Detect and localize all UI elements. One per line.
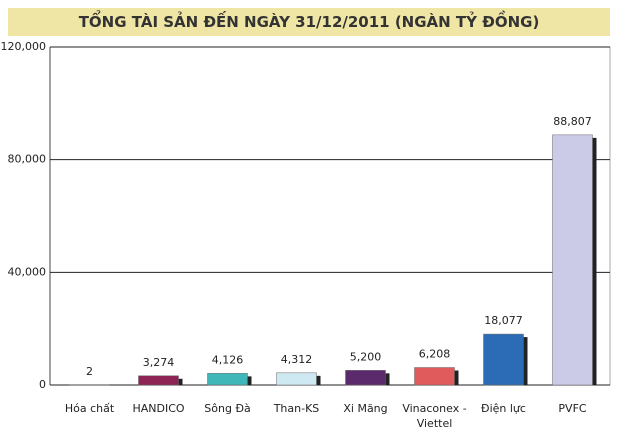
value-label: 4,312 (281, 353, 313, 366)
value-label: 2 (86, 365, 93, 378)
x-tick-label: PVFC (558, 402, 587, 415)
value-label: 4,126 (212, 353, 244, 366)
bar (276, 372, 317, 386)
value-label: 3,274 (143, 356, 175, 369)
y-tick-label: 0 (39, 378, 46, 391)
value-label: 6,208 (419, 348, 451, 361)
chart-title: TỔNG TÀI SẢN ĐẾN NGÀY 31/12/2011 (NGÀN T… (8, 8, 610, 36)
bar (345, 370, 386, 386)
x-tick-label: Than-KS (273, 402, 320, 415)
bar (552, 134, 593, 386)
x-tick-label: Vinaconex - Viettel (402, 402, 467, 430)
y-tick-label: 80,000 (8, 153, 47, 166)
bar (483, 333, 524, 386)
y-tick-label: 120,000 (1, 40, 47, 53)
x-tick-label: Hóa chất (64, 402, 115, 415)
x-tick-label: Xi Măng (343, 402, 388, 415)
value-label: 5,200 (350, 350, 382, 363)
y-tick-label: 40,000 (8, 265, 47, 278)
x-tick-label: HANDICO (132, 402, 185, 415)
bar (207, 373, 248, 386)
value-label: 88,807 (553, 115, 592, 128)
x-tick-label: Điện lực (481, 402, 526, 415)
bar (414, 367, 455, 386)
bar (138, 375, 179, 386)
value-label: 18,077 (484, 314, 523, 327)
x-tick-label: Sông Đà (204, 402, 251, 415)
